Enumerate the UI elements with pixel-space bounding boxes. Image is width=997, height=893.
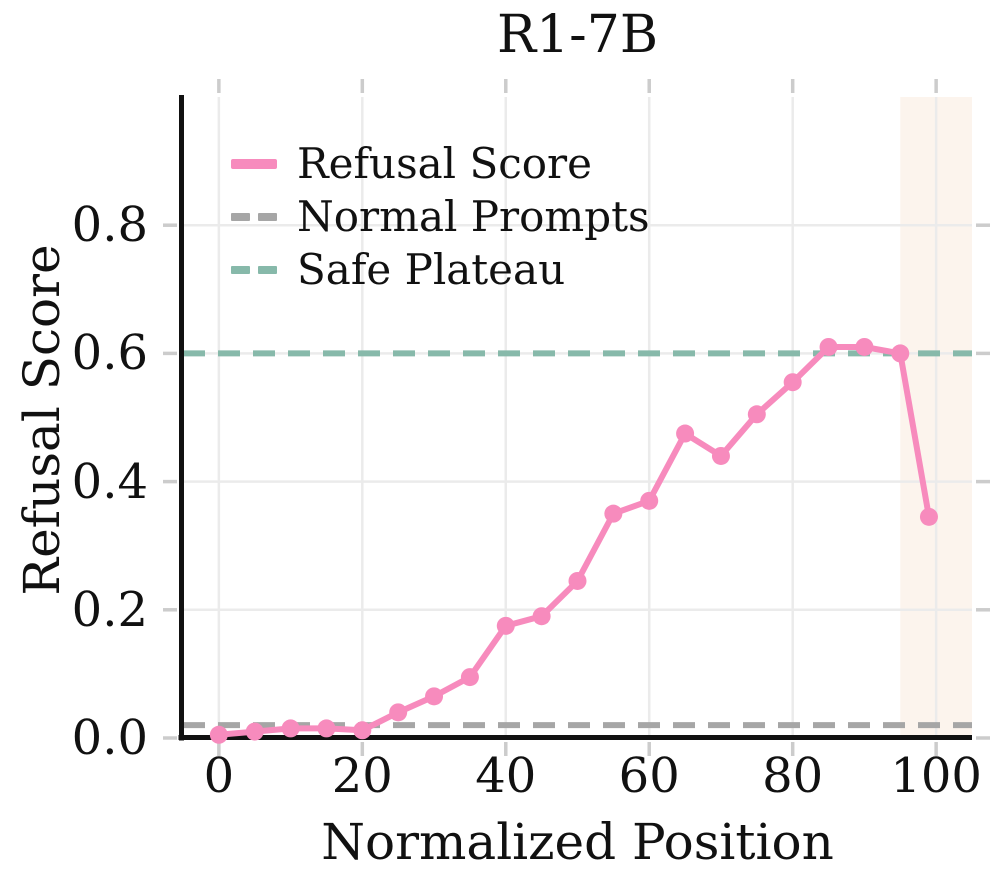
x-tick-label: 80: [762, 748, 824, 804]
data-point: [209, 725, 228, 744]
data-point: [855, 337, 874, 356]
data-point: [640, 491, 659, 510]
x-tick-label: 60: [618, 748, 680, 804]
legend-line-swatch: [231, 158, 277, 169]
plot-area: Refusal Score Normal Prompts Safe Platea…: [163, 79, 990, 756]
data-point: [460, 668, 479, 687]
legend-swatch-safe-plateau: [231, 265, 277, 274]
data-point: [919, 507, 938, 526]
legend-item-normal-prompts: Normal Prompts: [231, 190, 650, 243]
y-axis-label: Refusal Score: [13, 244, 71, 596]
data-point: [353, 721, 372, 740]
data-point: [711, 446, 730, 465]
data-point: [747, 405, 766, 424]
x-tick-label: 0: [203, 748, 235, 804]
data-point: [604, 504, 623, 523]
data-point: [425, 687, 444, 706]
data-point: [532, 607, 551, 626]
legend-dash-swatch: [258, 212, 277, 221]
y-tick-label: 0.2: [71, 581, 148, 638]
y-tick-label: 0.4: [71, 453, 148, 510]
data-point: [568, 571, 587, 590]
legend-swatch-refusal-score: [231, 158, 277, 169]
x-tick-label: 40: [475, 748, 537, 804]
legend-item-refusal-score: Refusal Score: [231, 137, 650, 190]
legend-label-refusal-score: Refusal Score: [297, 138, 592, 188]
refusal-score-line: [215, 343, 932, 738]
legend-dash-swatch: [231, 212, 250, 221]
x-tick-label: 20: [331, 748, 393, 804]
legend-dash-swatch: [231, 265, 250, 274]
data-point: [783, 373, 802, 392]
data-point: [496, 616, 515, 635]
legend-swatch-normal-prompts: [231, 212, 277, 221]
chart-canvas: [163, 79, 990, 756]
legend-item-safe-plateau: Safe Plateau: [231, 243, 650, 296]
y-tick-label: 0.6: [71, 325, 148, 382]
data-point: [281, 719, 300, 738]
legend: Refusal Score Normal Prompts Safe Platea…: [231, 137, 650, 296]
legend-dash-swatch: [258, 265, 277, 274]
legend-label-normal-prompts: Normal Prompts: [297, 191, 650, 241]
x-tick-label: 100: [890, 748, 982, 804]
data-point: [389, 703, 408, 722]
data-point: [676, 424, 695, 443]
legend-label-safe-plateau: Safe Plateau: [297, 244, 566, 294]
x-axis-label: Normalized Position: [321, 813, 834, 871]
y-tick-label: 0.0: [71, 710, 148, 766]
data-point: [891, 344, 910, 363]
data-point: [317, 719, 336, 738]
data-point: [245, 722, 264, 741]
data-point: [819, 337, 838, 356]
chart-title: R1-7B: [496, 5, 659, 65]
y-tick-label: 0.8: [71, 197, 148, 254]
